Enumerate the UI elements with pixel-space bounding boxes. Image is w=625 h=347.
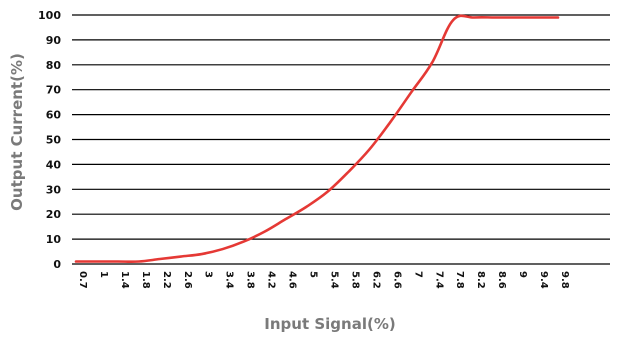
y-tick-label: 70 xyxy=(46,84,62,97)
series-layer xyxy=(74,14,560,264)
y-axis-title: Output Current(%) xyxy=(8,53,26,211)
x-axis-title: Input Signal(%) xyxy=(264,315,395,333)
x-tick-label: 5 xyxy=(308,271,319,278)
grid-lines xyxy=(72,14,610,265)
x-tick-label: 3.4 xyxy=(224,271,235,289)
x-tick-label: 4.6 xyxy=(287,271,298,289)
x-tick-label: 1.8 xyxy=(140,271,151,289)
y-axis-ticks: 0 10 20 30 40 50 60 70 80 90 100 xyxy=(38,9,61,271)
y-tick-label: 20 xyxy=(46,208,62,221)
y-tick-label: 60 xyxy=(46,109,62,122)
x-tick-label: 8.6 xyxy=(496,271,507,289)
x-tick-label: 3 xyxy=(203,271,214,278)
x-tick-label: 6.6 xyxy=(391,271,402,289)
x-tick-label: 9.4 xyxy=(538,271,549,289)
y-tick-label: 40 xyxy=(46,158,62,171)
x-tick-label: 9 xyxy=(517,271,528,278)
x-tick-label: 9.8 xyxy=(559,271,570,289)
x-tick-label: 7 xyxy=(412,271,423,278)
x-tick-label: 0.7 xyxy=(77,271,88,289)
x-tick-label: 1 xyxy=(98,271,109,278)
y-tick-label: 90 xyxy=(46,34,62,47)
y-tick-label: 80 xyxy=(46,59,62,72)
x-tick-label: 2.2 xyxy=(161,271,172,289)
x-tick-label: 7.4 xyxy=(433,271,444,289)
x-tick-label: 8.2 xyxy=(475,271,486,289)
y-tick-label: 100 xyxy=(38,9,61,22)
series-line xyxy=(74,14,560,264)
x-tick-label: 3.8 xyxy=(245,271,256,289)
y-tick-label: 30 xyxy=(46,183,62,196)
x-tick-label: 1.4 xyxy=(119,271,130,289)
x-tick-label: 2.6 xyxy=(182,271,193,289)
x-tick-label: 5.8 xyxy=(349,271,360,289)
x-axis-ticks: 0.7 1 1.4 1.8 2.2 2.6 3 3.4 3.8 4.2 4.6 5 5.4 5.8 6.2 6… xyxy=(77,271,570,289)
y-tick-label: 10 xyxy=(46,233,62,246)
x-tick-label: 5.4 xyxy=(328,271,339,289)
x-tick-label: 6.2 xyxy=(370,271,381,289)
x-tick-label: 7.8 xyxy=(454,271,465,289)
y-tick-label: 0 xyxy=(53,258,61,271)
x-tick-label: 4.2 xyxy=(266,271,277,289)
y-tick-label: 50 xyxy=(46,134,62,147)
